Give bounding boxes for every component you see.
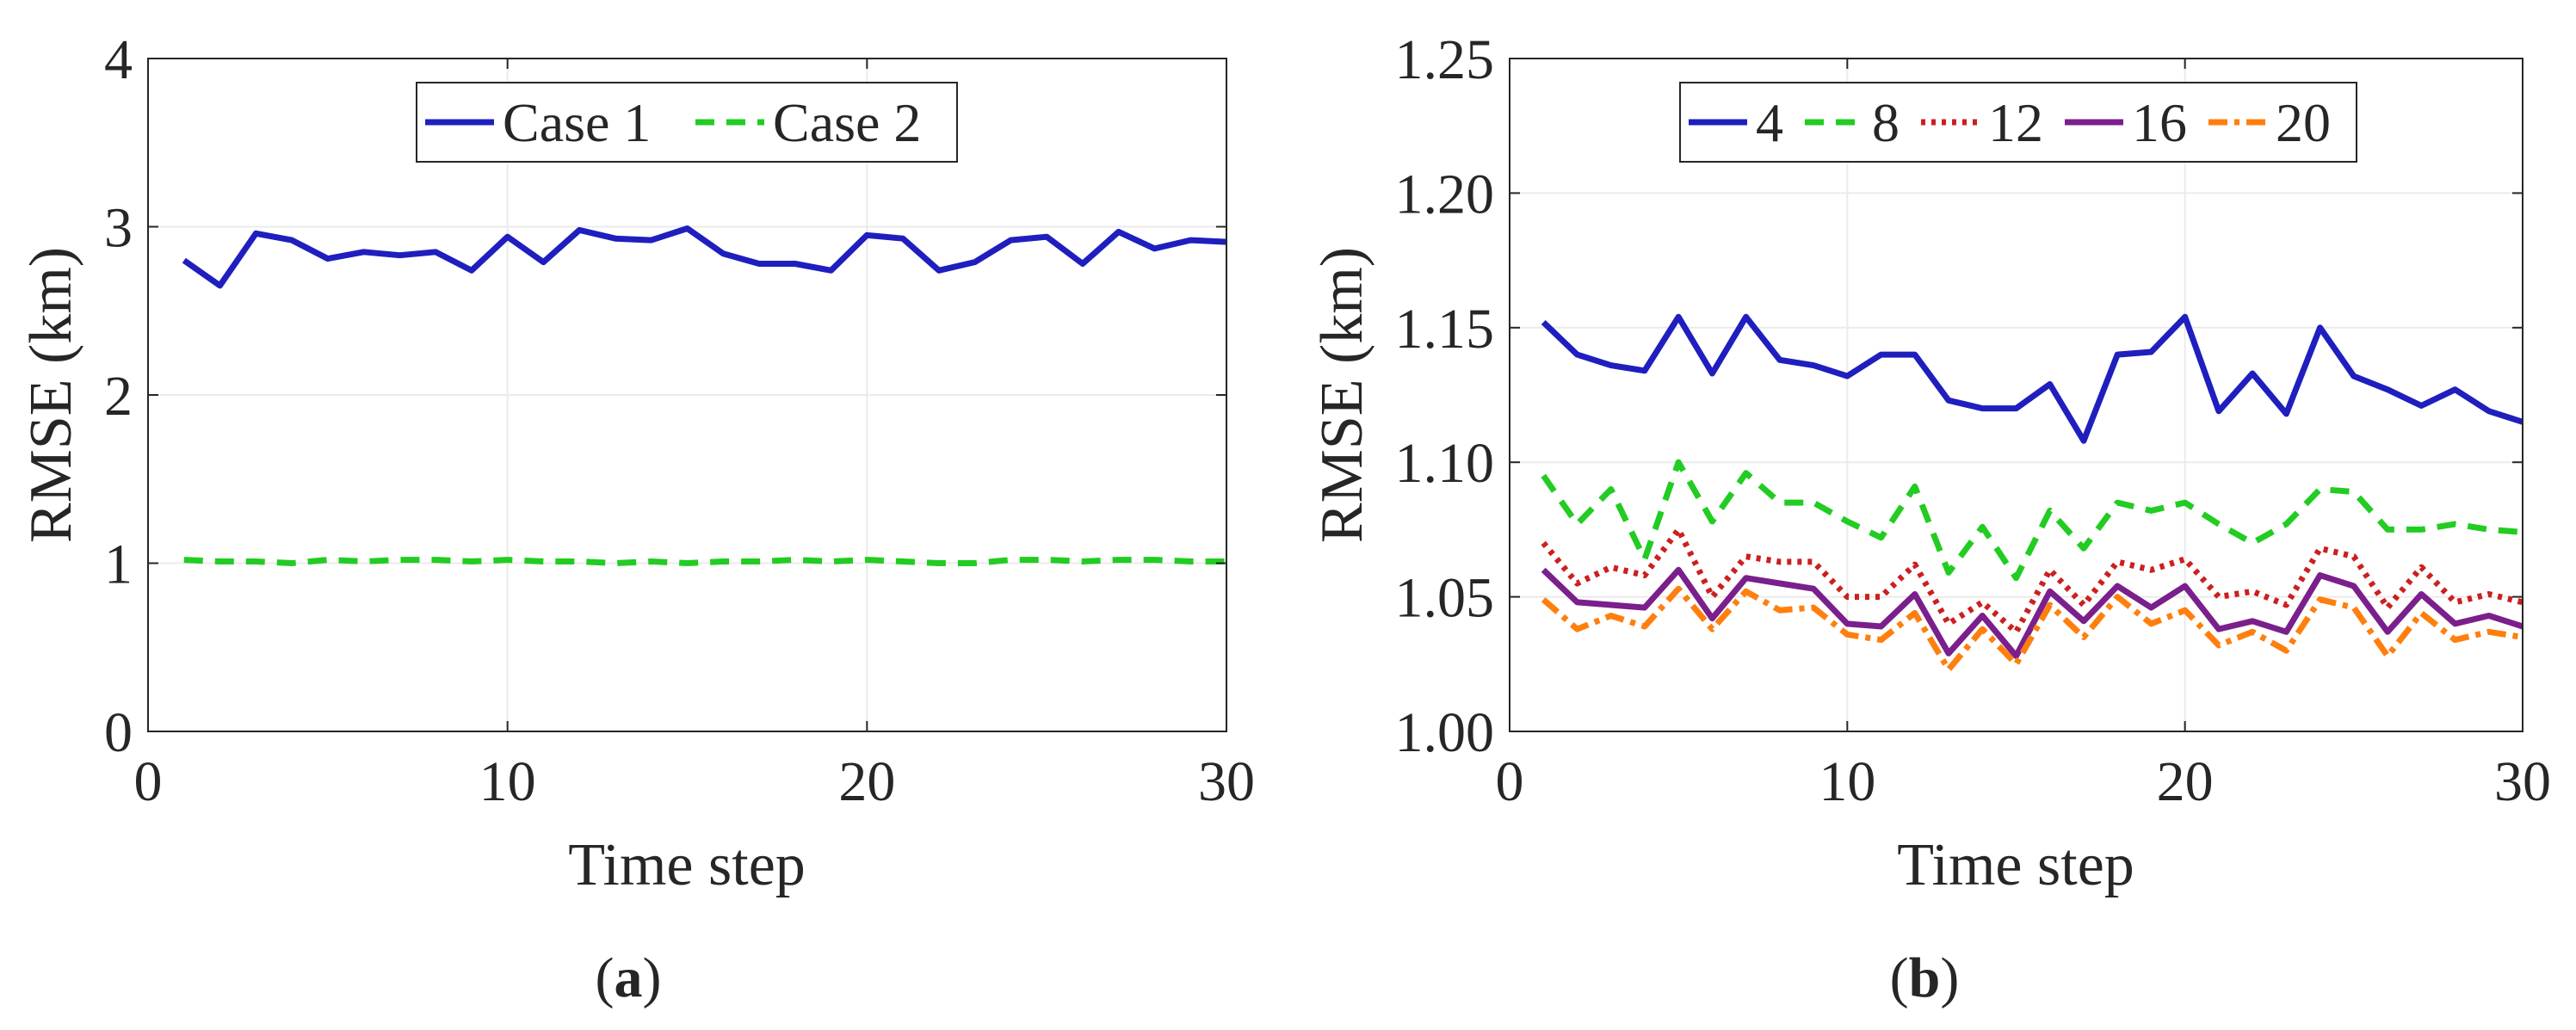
- y-tick-label: 1.05: [1395, 567, 1495, 630]
- caption-b: (b): [1890, 947, 1960, 1009]
- x-tick-label: 20: [838, 750, 895, 813]
- caption-b-letter: b: [1909, 947, 1941, 1009]
- legend-label-20: 20: [2276, 92, 2331, 153]
- caption-b-open: (: [1890, 947, 1909, 1009]
- series-lines-a: [182, 225, 1227, 566]
- series-line-case-2: [183, 557, 1226, 566]
- y-tick-label: 1.10: [1395, 432, 1495, 495]
- ticks-b: 0 10 20 30 1.00 1.05 1.10 1.15 1.20 1.25: [1395, 28, 2552, 813]
- legend-label-16: 16: [2132, 92, 2187, 153]
- series-line-case-1: [182, 225, 1227, 289]
- y-tick-label: 1: [104, 534, 133, 596]
- y-axis-label-b: RMSE (km): [1309, 247, 1375, 543]
- x-tick-label: 0: [134, 750, 163, 813]
- legend-label-case-2: Case 2: [773, 92, 921, 153]
- legend-box-a: [416, 82, 958, 163]
- y-tick-label: 2: [104, 365, 133, 428]
- x-axis-label-b: Time step: [1897, 832, 2134, 898]
- series-line-4: [1541, 313, 2524, 444]
- x-tick-label: 0: [1496, 750, 1524, 813]
- x-axis-label-a: Time step: [568, 832, 806, 898]
- legend-label-4: 4: [1756, 92, 1783, 153]
- caption-a-close: ): [643, 947, 662, 1009]
- y-tick-label: 1.00: [1395, 701, 1495, 764]
- y-tick-label: 1.20: [1395, 163, 1495, 225]
- ticks-a: 0 10 20 30 0 1 2 3 4: [104, 28, 1255, 813]
- panel-a: 0 10 20 30 0 1 2 3 4 Time step RMSE (km) Case 1 …: [18, 28, 1255, 898]
- series-line-8: [1541, 459, 2523, 582]
- caption-a-letter: a: [615, 947, 643, 1009]
- caption-b-close: ): [1940, 947, 1959, 1009]
- legend-b: 4 8 12 16 20: [1679, 82, 2357, 163]
- series-line-16: [1541, 566, 2524, 659]
- caption-a: (a): [596, 947, 662, 1009]
- series-line-20: [1541, 585, 2523, 673]
- y-tick-label: 3: [104, 197, 133, 260]
- y-tick-label: 4: [104, 28, 133, 91]
- legend-label-12: 12: [1988, 92, 2043, 153]
- legend-box-b: [1679, 82, 2357, 163]
- panel-b: 0 10 20 30 1.00 1.05 1.10 1.15 1.20 1.25 Time ste…: [1309, 28, 2551, 898]
- series-line-12: [1541, 526, 2523, 635]
- x-tick-label: 10: [479, 750, 536, 813]
- legend-label-case-1: Case 1: [503, 92, 651, 153]
- x-tick-label: 30: [2494, 750, 2551, 813]
- x-tick-label: 30: [1198, 750, 1255, 813]
- legend-a: Case 1 Case 2: [416, 82, 958, 163]
- x-tick-label: 20: [2157, 750, 2214, 813]
- legend-label-8: 8: [1872, 92, 1900, 153]
- series-lines-b: [1541, 313, 2524, 673]
- caption-a-open: (: [596, 947, 615, 1009]
- plot-area-b: [1510, 59, 2523, 731]
- plot-frame-b: [1509, 58, 2523, 732]
- y-tick-label: 1.25: [1395, 28, 1495, 91]
- y-tick-label: 0: [104, 701, 133, 764]
- y-tick-label: 1.15: [1395, 298, 1495, 361]
- y-axis-label-a: RMSE (km): [18, 247, 84, 543]
- x-tick-label: 10: [1819, 750, 1875, 813]
